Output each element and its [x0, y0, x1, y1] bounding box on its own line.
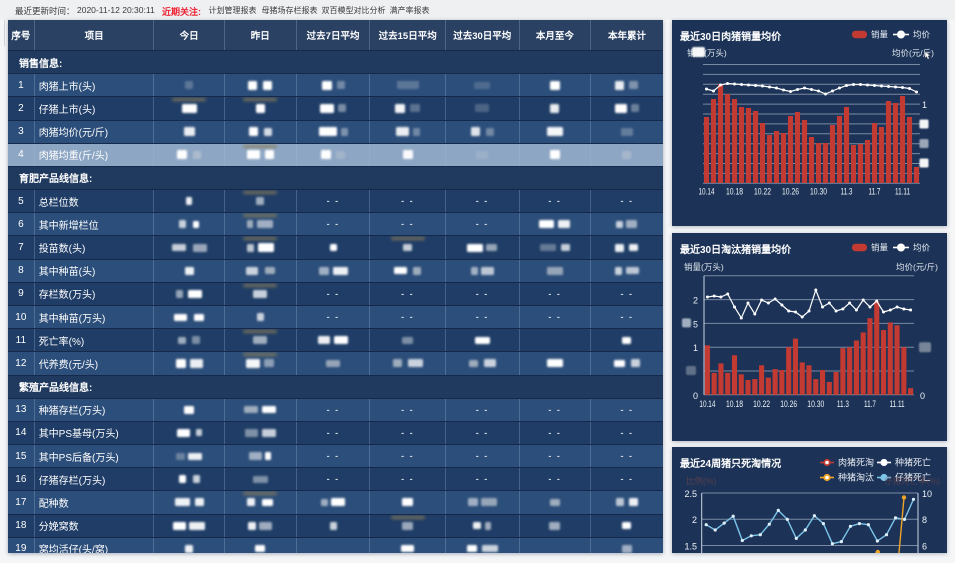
svg-text:2: 2 — [693, 296, 698, 306]
svg-text:销量: 销量 — [871, 30, 889, 40]
svg-text:种猪淘汰: 种猪淘汰 — [838, 472, 874, 483]
svg-text:均价(元/斤): 均价(元/斤) — [896, 262, 938, 272]
svg-text:1.5: 1.5 — [684, 542, 697, 552]
svg-text:10.26: 10.26 — [780, 399, 797, 409]
svg-text:肉猪死淘: 肉猪死淘 — [838, 457, 874, 468]
svg-text:仔猪死亡率(%): 仔猪死亡率(%) — [884, 476, 940, 486]
svg-text:种猪死亡: 种猪死亡 — [895, 457, 931, 468]
svg-text:10.30: 10.30 — [807, 399, 824, 409]
svg-text:10.26: 10.26 — [782, 187, 799, 197]
svg-text:2: 2 — [692, 515, 697, 525]
svg-text:0: 0 — [920, 391, 925, 401]
svg-text:10.22: 10.22 — [753, 399, 770, 409]
svg-text:1: 1 — [693, 343, 698, 353]
svg-text:最近30日肉猪销量均价: 最近30日肉猪销量均价 — [680, 30, 782, 43]
svg-text:1: 1 — [922, 100, 927, 110]
svg-text:均价: 均价 — [913, 30, 931, 40]
svg-text:8: 8 — [922, 515, 927, 525]
svg-text:均价: 均价 — [913, 243, 931, 253]
svg-text:均价(元/斤): 均价(元/斤) — [892, 48, 934, 58]
svg-text:11.11: 11.11 — [895, 187, 910, 197]
svg-text:0: 0 — [693, 391, 698, 401]
svg-text:6: 6 — [922, 542, 927, 552]
svg-text:10.14: 10.14 — [699, 187, 715, 197]
svg-text:11.3: 11.3 — [841, 187, 853, 197]
svg-text:比例(%): 比例(%) — [686, 476, 716, 486]
svg-text:11.3: 11.3 — [837, 399, 849, 409]
svg-text:最近30日淘汰猪销量均价: 最近30日淘汰猪销量均价 — [680, 243, 792, 256]
svg-text:仔猪死亡: 仔猪死亡 — [895, 472, 931, 483]
svg-text:销量(万头): 销量(万头) — [684, 262, 724, 272]
svg-text:11.7: 11.7 — [864, 399, 876, 409]
svg-text:10: 10 — [922, 489, 932, 499]
svg-text:销量(万头): 销量(万头) — [687, 48, 727, 58]
svg-text:10.14: 10.14 — [699, 399, 715, 409]
svg-text:5: 5 — [693, 319, 698, 329]
svg-text:销量: 销量 — [871, 243, 889, 253]
svg-text:10.22: 10.22 — [754, 187, 771, 197]
svg-text:10.18: 10.18 — [726, 399, 743, 409]
svg-text:11.11: 11.11 — [890, 399, 905, 409]
svg-text:11.7: 11.7 — [869, 187, 881, 197]
svg-text:最近24周猪只死淘情况: 最近24周猪只死淘情况 — [680, 457, 781, 470]
svg-text:2.5: 2.5 — [684, 489, 697, 499]
svg-text:10.30: 10.30 — [810, 187, 827, 197]
svg-text:10.18: 10.18 — [726, 187, 743, 197]
